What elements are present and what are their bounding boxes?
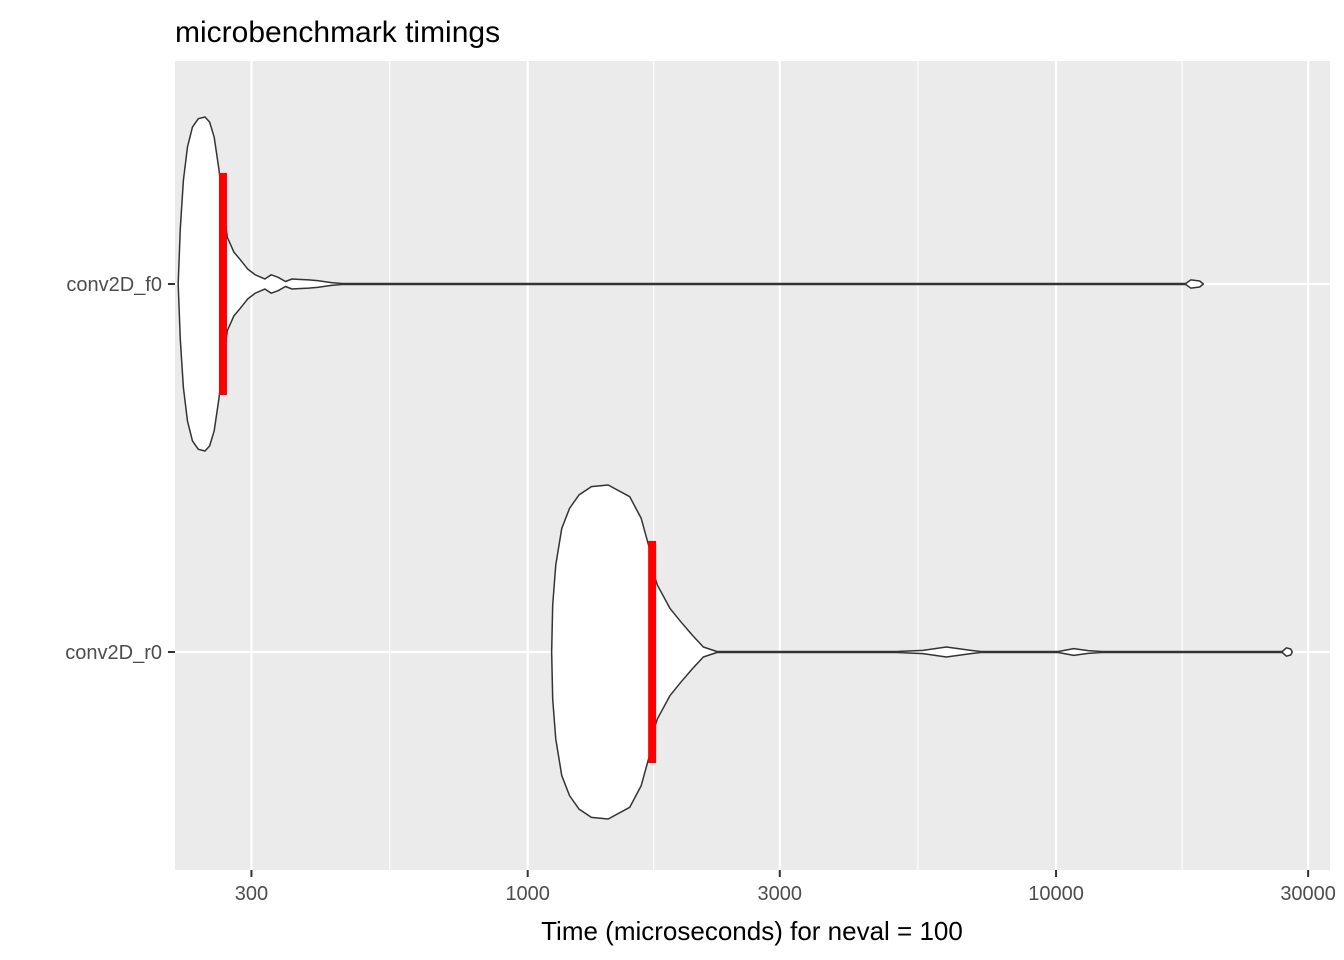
plot-panel xyxy=(175,61,1330,870)
y-tick-label: conv2D_r0 xyxy=(65,642,162,664)
x-tick-label: 300 xyxy=(235,883,268,905)
y-tick-label: conv2D_f0 xyxy=(66,274,162,296)
violins xyxy=(177,116,1294,820)
x-tick-label: 3000 xyxy=(758,883,803,905)
chart-title: microbenchmark timings xyxy=(175,16,500,49)
x-tick-label: 1000 xyxy=(505,883,550,905)
x-axis-title: Time (microseconds) for neval = 100 xyxy=(541,916,963,946)
x-tick-label: 10000 xyxy=(1028,883,1084,905)
y-axis: conv2D_f0 conv2D_r0 xyxy=(65,274,175,664)
x-tick-label: 30000 xyxy=(1280,883,1336,905)
x-axis: 300 1000 3000 10000 30000 xyxy=(235,870,1336,905)
